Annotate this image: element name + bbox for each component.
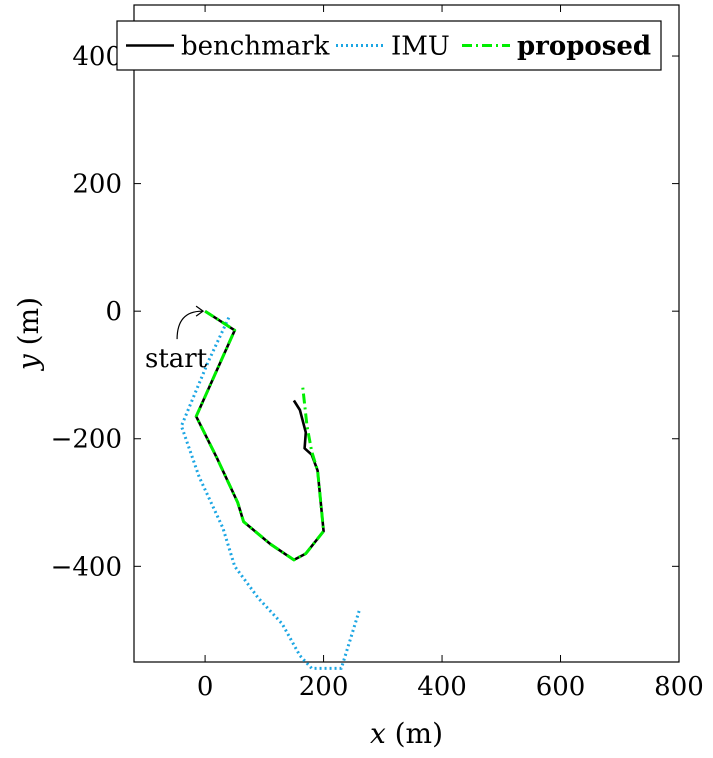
annotation-layer: start xyxy=(145,305,208,374)
y-axis-unit: (m) xyxy=(12,297,45,354)
legend: benchmark IMU proposed xyxy=(116,20,662,71)
x-tick-label: 800 xyxy=(654,672,704,702)
series-line-imu xyxy=(179,316,361,670)
x-tick-label: 600 xyxy=(536,672,586,702)
legend-items: benchmark IMU proposed xyxy=(126,32,651,62)
plot-area-frame xyxy=(133,4,680,663)
y-axis-variable: y xyxy=(12,353,45,372)
legend-label-proposed: proposed xyxy=(517,32,651,62)
y-tick-label: 0 xyxy=(105,297,122,327)
legend-box xyxy=(116,20,662,71)
x-axis-label: x (m) xyxy=(370,717,443,750)
series-layer xyxy=(179,309,361,670)
y-tick-label: 400 xyxy=(72,42,122,72)
legend-label-benchmark: benchmark xyxy=(181,32,330,62)
ticks-layer: 0 200 400 600 800 400 200 0 −200 −400 xyxy=(51,5,704,702)
start-annotation-arrow xyxy=(176,310,203,340)
x-tick-label: 200 xyxy=(299,672,349,702)
series-line-proposed xyxy=(194,309,326,562)
y-tick-label: −400 xyxy=(51,552,122,582)
y-axis-label: y (m) xyxy=(12,297,45,372)
legend-label-imu: IMU xyxy=(391,32,450,62)
y-tick-label: −200 xyxy=(51,425,122,455)
x-axis-variable: x xyxy=(370,717,386,750)
series-line-benchmark xyxy=(194,310,325,562)
start-annotation-label: start xyxy=(145,344,208,374)
x-tick-label: 0 xyxy=(197,672,214,702)
x-axis-unit: (m) xyxy=(386,717,443,750)
start-annotation-arrowhead xyxy=(195,305,205,317)
x-tick-label: 400 xyxy=(417,672,467,702)
y-tick-label: 200 xyxy=(72,170,122,200)
